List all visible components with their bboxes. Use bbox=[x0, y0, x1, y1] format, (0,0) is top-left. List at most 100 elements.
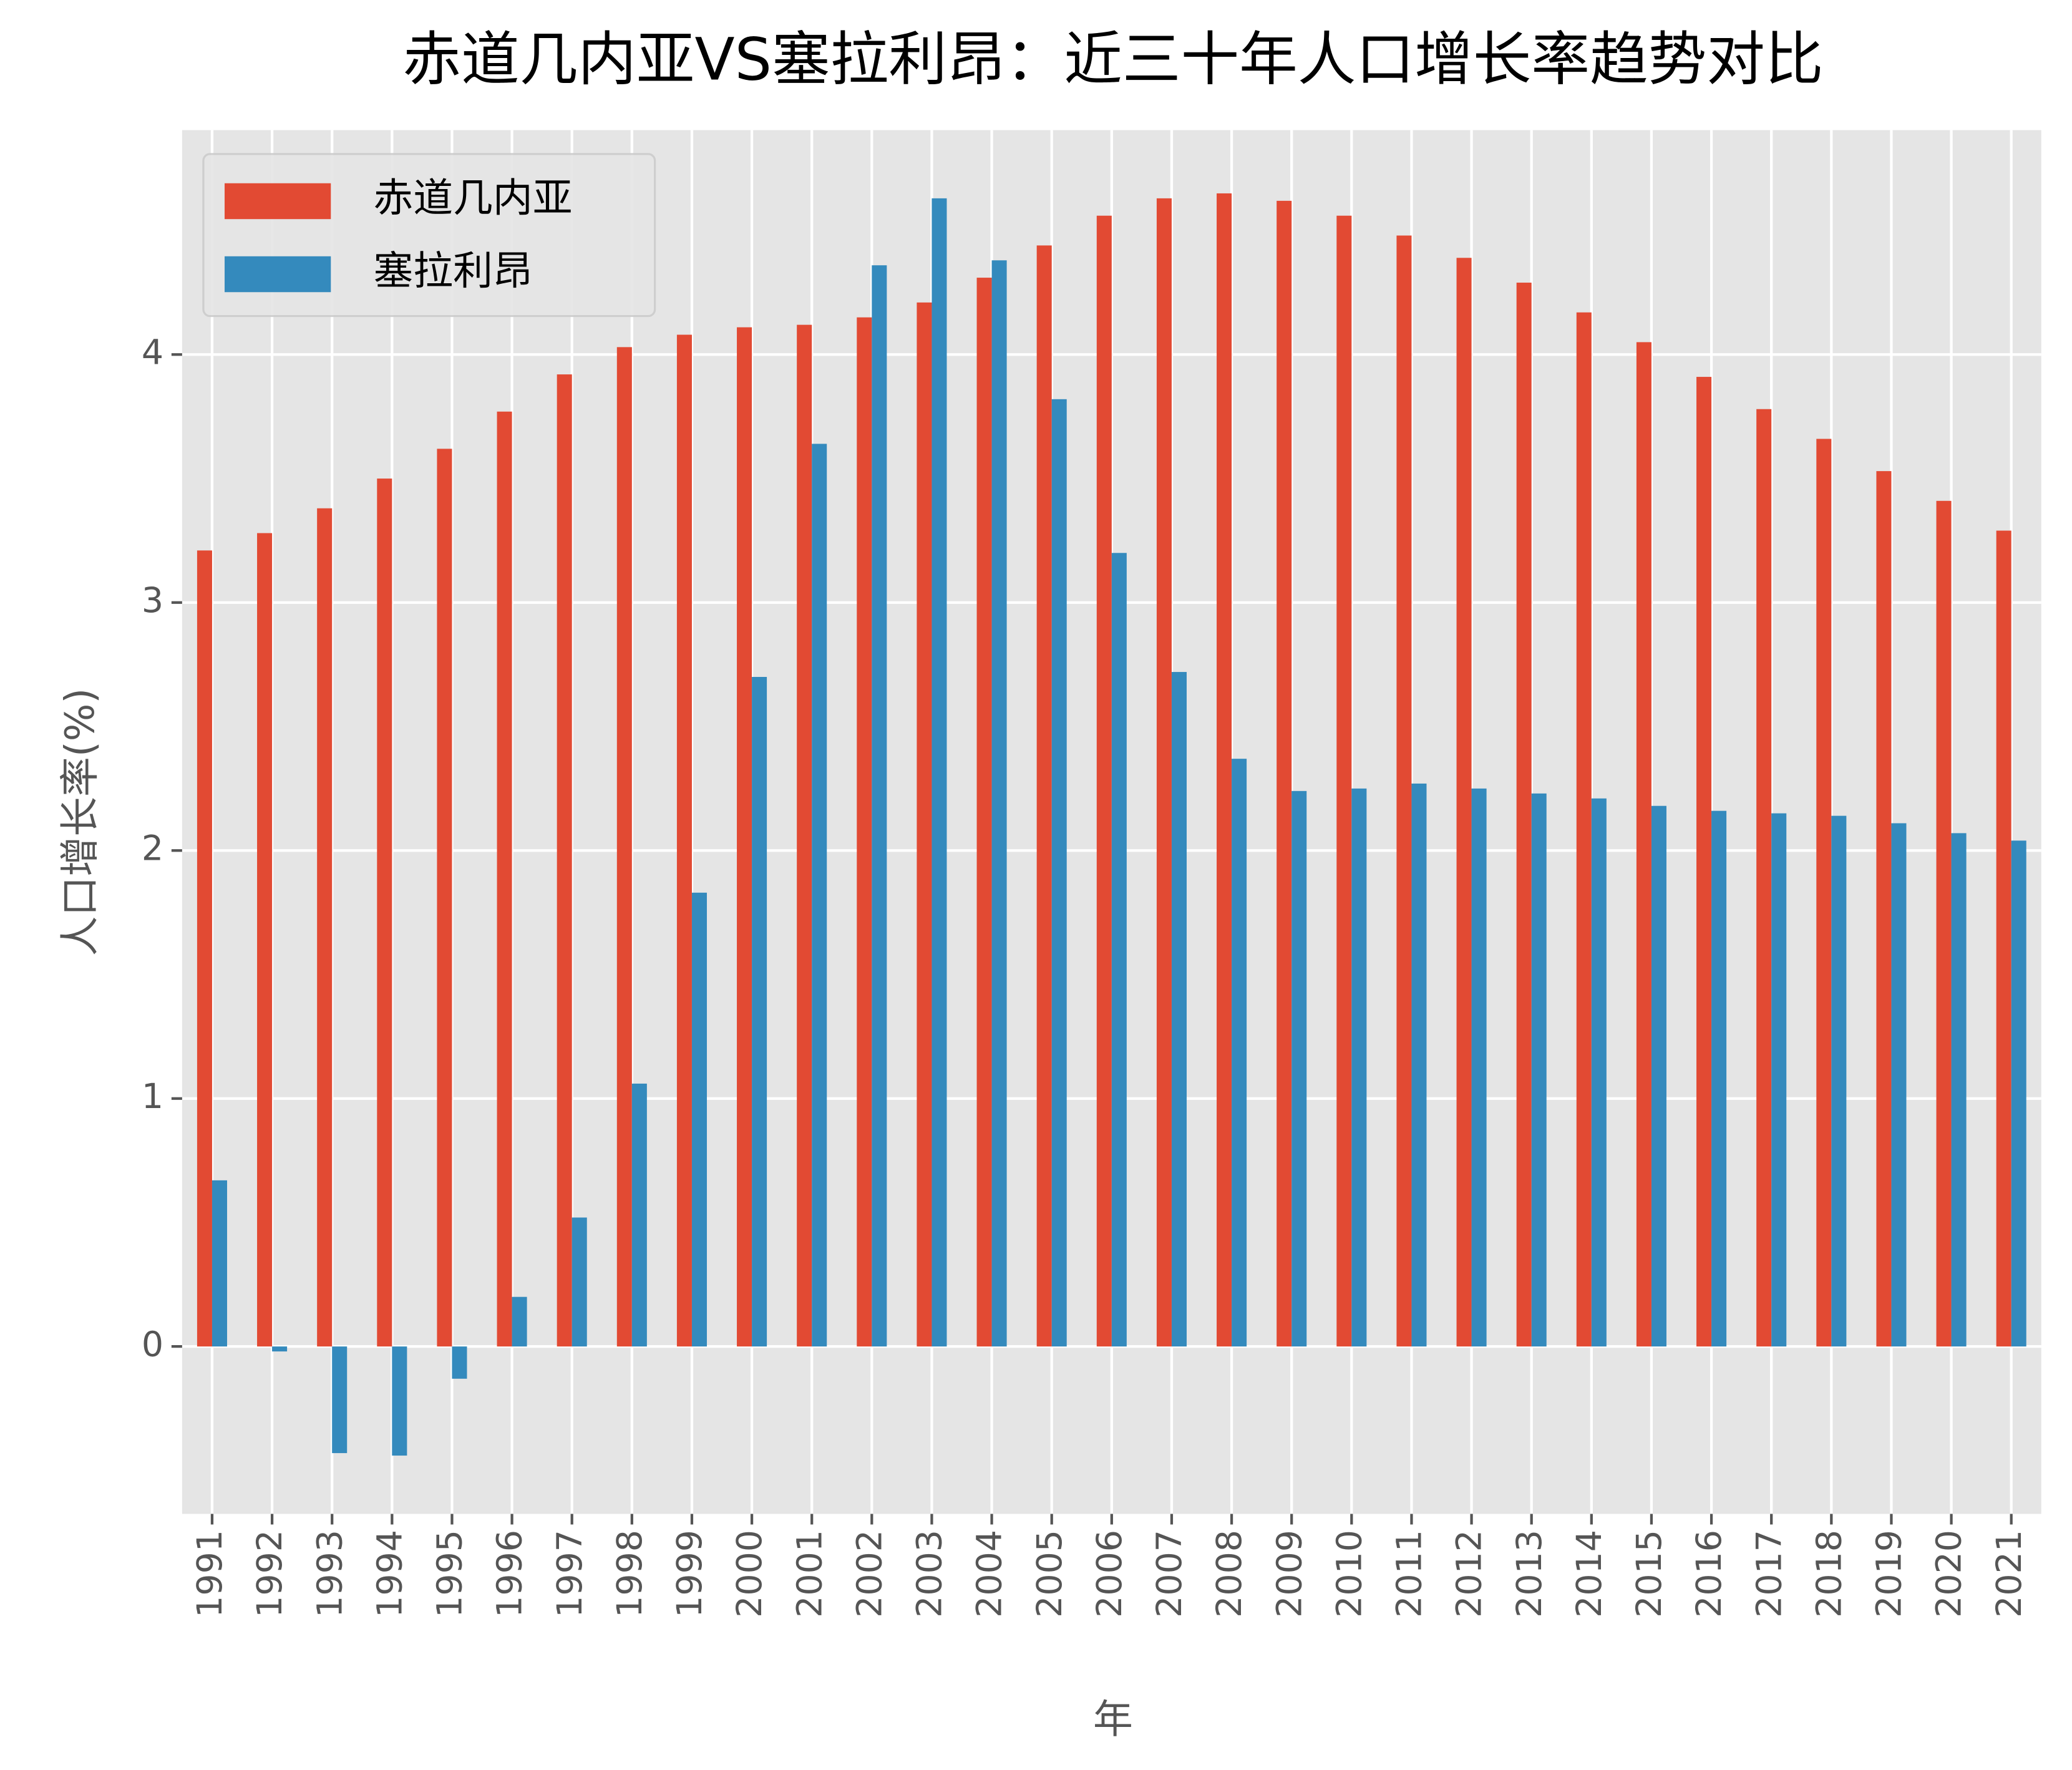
bar bbox=[1456, 258, 1472, 1347]
y-axis-label: 人口增长率(%) bbox=[57, 688, 104, 956]
bar bbox=[257, 533, 273, 1347]
bar bbox=[197, 550, 212, 1347]
bar bbox=[737, 327, 752, 1347]
x-tick-label: 2019 bbox=[1870, 1530, 1910, 1618]
bar bbox=[691, 892, 707, 1347]
bar bbox=[676, 334, 692, 1347]
x-tick-label: 2007 bbox=[1150, 1530, 1190, 1618]
bar bbox=[1711, 810, 1727, 1347]
bar bbox=[377, 479, 392, 1347]
bar bbox=[1396, 235, 1412, 1347]
bar bbox=[931, 198, 947, 1347]
x-tick-label: 2016 bbox=[1690, 1530, 1729, 1618]
bar bbox=[2011, 840, 2026, 1347]
bar bbox=[812, 444, 827, 1347]
bar bbox=[392, 1346, 407, 1456]
bar bbox=[512, 1296, 527, 1347]
bar bbox=[1411, 783, 1427, 1347]
x-tick-label: 2003 bbox=[910, 1530, 950, 1618]
x-tick-label: 2009 bbox=[1270, 1530, 1310, 1618]
x-tick-label: 2008 bbox=[1210, 1530, 1250, 1618]
bar bbox=[631, 1083, 647, 1347]
bar bbox=[1171, 672, 1187, 1347]
legend-label: 塞拉利昂 bbox=[373, 248, 532, 294]
bar bbox=[332, 1346, 348, 1454]
y-tick-label: 3 bbox=[142, 581, 163, 621]
bar bbox=[1696, 377, 1712, 1347]
bar bbox=[1516, 283, 1532, 1347]
x-tick-label: 1999 bbox=[670, 1530, 710, 1618]
tick-labels: 0 1 2 3 4 1991 1992 1993 1994 1995 1996 1997 1998 199… bbox=[142, 333, 2030, 1617]
legend-swatch bbox=[225, 256, 331, 293]
x-tick-label: 2021 bbox=[1990, 1530, 2030, 1618]
bar bbox=[1277, 200, 1292, 1347]
bar bbox=[1051, 399, 1067, 1347]
bar bbox=[1036, 245, 1052, 1347]
bar bbox=[917, 302, 932, 1347]
x-tick-label: 2010 bbox=[1330, 1530, 1369, 1618]
bar bbox=[272, 1346, 288, 1352]
bar bbox=[557, 374, 572, 1347]
x-tick-label: 2011 bbox=[1390, 1530, 1430, 1618]
bar bbox=[1771, 813, 1787, 1347]
x-tick-label: 2020 bbox=[1930, 1530, 1970, 1618]
bar bbox=[1756, 409, 1772, 1347]
legend-label: 赤道几内亚 bbox=[373, 175, 572, 221]
bar bbox=[872, 265, 887, 1347]
x-tick-label: 1995 bbox=[430, 1530, 470, 1618]
x-tick-label: 2000 bbox=[730, 1530, 770, 1618]
y-tick-label: 2 bbox=[142, 829, 163, 868]
bar bbox=[1936, 500, 1952, 1347]
bar bbox=[1217, 193, 1232, 1347]
x-tick-label: 1996 bbox=[490, 1530, 530, 1618]
bar bbox=[1876, 471, 1892, 1347]
bar bbox=[797, 324, 812, 1347]
bar bbox=[976, 278, 992, 1347]
x-tick-label: 2006 bbox=[1090, 1530, 1130, 1618]
x-tick-label: 2004 bbox=[970, 1530, 1010, 1618]
x-tick-label: 2018 bbox=[1809, 1530, 1849, 1618]
x-tick-label: 1991 bbox=[190, 1530, 230, 1618]
x-tick-label: 2015 bbox=[1630, 1530, 1670, 1618]
x-tick-label: 2014 bbox=[1570, 1530, 1610, 1618]
bar bbox=[616, 347, 632, 1347]
bar bbox=[452, 1346, 467, 1379]
bar bbox=[1096, 215, 1112, 1347]
x-tick-label: 2017 bbox=[1749, 1530, 1789, 1618]
x-tick-label: 2001 bbox=[790, 1530, 830, 1618]
bar bbox=[212, 1180, 227, 1347]
bar bbox=[1531, 793, 1547, 1347]
bar bbox=[1471, 788, 1487, 1347]
x-tick-label: 2002 bbox=[850, 1530, 890, 1618]
bar bbox=[1111, 553, 1127, 1347]
bar bbox=[1291, 790, 1307, 1347]
y-tick-label: 0 bbox=[142, 1325, 163, 1364]
x-axis-label: 年 bbox=[1093, 1697, 1133, 1743]
bar bbox=[1351, 788, 1367, 1347]
y-tick-label: 1 bbox=[142, 1077, 163, 1117]
bar bbox=[857, 317, 872, 1347]
bar bbox=[1232, 759, 1247, 1347]
x-tick-label: 1997 bbox=[550, 1530, 590, 1618]
bar bbox=[1591, 798, 1607, 1347]
bar bbox=[991, 260, 1007, 1347]
bar bbox=[1816, 439, 1832, 1347]
bar bbox=[317, 508, 333, 1347]
legend-swatch bbox=[225, 183, 331, 220]
bar bbox=[1336, 215, 1352, 1347]
bar bbox=[1996, 530, 2011, 1347]
x-tick-label: 1993 bbox=[310, 1530, 350, 1618]
bar bbox=[1951, 833, 1967, 1347]
chart-title: 赤道几内亚VS塞拉利昂：近三十年人口增长率趋势对比 bbox=[402, 26, 1823, 94]
x-tick-label: 2005 bbox=[1030, 1530, 1070, 1618]
bar bbox=[437, 449, 452, 1347]
x-tick-label: 2012 bbox=[1450, 1530, 1490, 1618]
bar bbox=[1576, 312, 1592, 1347]
bar bbox=[1831, 815, 1847, 1347]
bar bbox=[1891, 823, 1907, 1347]
x-tick-label: 2013 bbox=[1510, 1530, 1550, 1618]
bar bbox=[1636, 342, 1651, 1347]
bar bbox=[497, 411, 512, 1347]
